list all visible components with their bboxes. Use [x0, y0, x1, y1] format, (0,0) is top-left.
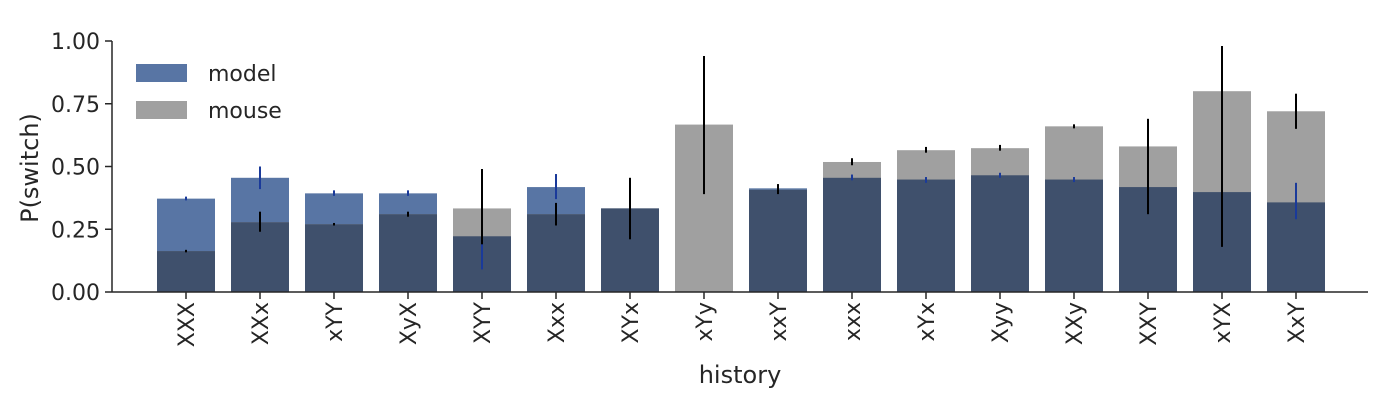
overlap-bar-xxx — [823, 177, 881, 292]
overlap-bar-xxY — [749, 189, 807, 292]
x-tick-label: XyX — [397, 302, 422, 345]
legend: model mouse — [136, 62, 282, 124]
legend-swatch-mouse — [136, 101, 187, 119]
y-tick-label: 1.00 — [51, 30, 100, 55]
legend-label-model: model — [208, 62, 277, 87]
x-tick-label: XYY — [471, 301, 496, 344]
x-tick-label: xYY — [323, 301, 348, 341]
bars-layer — [157, 91, 1325, 292]
legend-label-mouse: mouse — [208, 99, 282, 124]
x-tick-label: Xyy — [989, 302, 1014, 343]
x-tick-label: XxY — [1285, 301, 1310, 343]
x-tick-label: XXy — [1063, 302, 1088, 345]
x-tick-label: xYX — [1211, 302, 1236, 344]
x-ticks: XXX XXx xYY XyX XYY Xxx XYx xYy xxY xxx xYx Xyy XXy X… — [175, 292, 1310, 347]
overlap-bar-XyX — [379, 214, 437, 292]
error-bars-layer — [185, 46, 1297, 270]
y-ticks: 0.00 0.25 0.50 0.75 1.00 — [51, 30, 112, 306]
overlap-bar-xYx — [897, 179, 955, 292]
x-tick-label: xYx — [915, 302, 940, 341]
x-tick-label: xxY — [767, 301, 792, 341]
overlap-bar-xYY — [305, 224, 363, 292]
axes — [111, 41, 1368, 293]
overlap-bar-XXy — [1045, 179, 1103, 292]
x-tick-label: Xxx — [545, 302, 570, 343]
x-tick-label: XXX — [175, 302, 200, 347]
legend-swatch-model — [136, 64, 187, 82]
x-tick-label: XXx — [249, 302, 274, 345]
y-tick-label: 0.25 — [51, 218, 100, 243]
overlap-bar-Xxx — [527, 214, 585, 292]
overlap-bar-Xyy — [971, 175, 1029, 292]
y-axis-title: P(switch) — [16, 113, 44, 223]
y-tick-label: 0.00 — [51, 281, 100, 306]
overlap-bar-XXX — [157, 251, 215, 292]
x-tick-label: xxx — [841, 302, 866, 341]
x-tick-label: XXY — [1137, 301, 1162, 345]
x-tick-label: xYy — [693, 302, 718, 341]
x-axis-title: history — [699, 361, 782, 389]
x-tick-label: XYx — [619, 302, 644, 344]
y-tick-label: 0.75 — [51, 93, 100, 118]
y-tick-label: 0.50 — [51, 156, 100, 181]
overlap-bar-XXx — [231, 222, 289, 292]
